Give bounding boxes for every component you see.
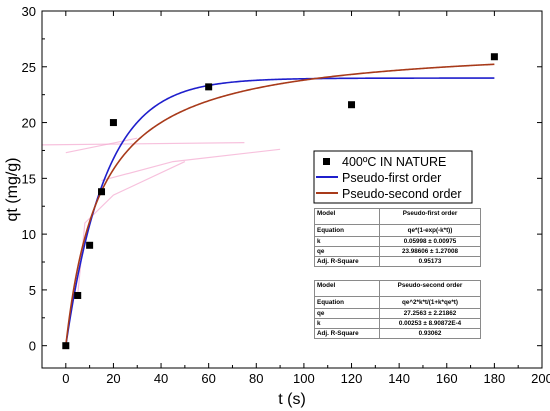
pink-stroke [65,137,138,154]
x-tick-label: 20 [106,371,120,386]
y-tick-label: 5 [29,283,36,298]
data-point [205,83,213,91]
table-cell: Adj. R-Square [314,328,380,339]
table-cell: k [314,236,380,247]
table-cell: qe [314,308,380,319]
axis-tick-labels: 0 20 40 60 80 100 120 140 160 180 200 0 5 10 15 20 25 30 [22,4,550,386]
pink-stroke [41,142,245,146]
legend-label-scatter: 400ºC IN NATURE [342,155,446,169]
table-cell: 23.98606 ± 1.27008 [379,246,481,257]
table-cell: 0.93062 [379,328,481,339]
data-point [86,241,94,249]
x-tick-label: 200 [531,371,550,386]
data-point [348,101,356,109]
x-tick-label: 160 [436,371,458,386]
x-tick-label: 140 [388,371,410,386]
table-cell: qe^2*k*t/(1+k*qe*t) [379,296,481,309]
fit-curves [65,63,495,346]
table-cell: 0.05998 ± 0.00975 [379,236,481,247]
y-tick-label: 30 [22,4,36,19]
fit-table-first-order: Model Pseudo-first order Equation qe*(1-ex… [314,208,481,267]
x-axis-title: t (s) [278,391,306,408]
y-tick-label: 0 [29,339,36,354]
x-tick-label: 40 [154,371,168,386]
x-tick-label: 80 [249,371,263,386]
legend-marker-scatter [323,158,330,165]
data-points [62,53,498,350]
legend: 400ºC IN NATURE Pseudo-first order Pseud… [313,150,473,204]
pink-stroke [77,161,186,295]
y-tick-label: 20 [22,116,36,131]
data-point [74,291,82,299]
legend-label-second-order: Pseudo-second order [342,187,462,201]
data-point [109,119,117,127]
fit-table-second-order: Model Pseudo-second order Equation qe^2*k*… [314,280,481,339]
data-point [62,342,70,350]
table-cell: Pseudo-first order [379,208,481,225]
table-cell: Pseudo-second order [379,280,481,297]
table-cell: Model [314,208,380,225]
y-tick-label: 10 [22,227,36,242]
plot-frame [41,10,543,369]
first-order-curve [65,77,495,346]
x-tick-label: 120 [341,371,363,386]
table-cell: Equation [314,224,380,237]
legend-box [313,150,473,204]
x-tick-label: 60 [201,371,215,386]
table-cell: Adj. R-Square [314,256,380,267]
table-cell: Equation [314,296,380,309]
x-tick-label: 0 [62,371,69,386]
table-cell: qe*(1-exp(-k*t)) [379,224,481,237]
data-point [98,188,106,196]
axis-ticks [42,10,543,368]
pink-stroke [101,148,281,182]
legend-label-first-order: Pseudo-first order [342,171,441,185]
data-point [490,53,498,61]
table-cell: qe [314,246,380,257]
table-cell: 0.00253 ± 8.90872E-4 [379,318,481,329]
table-cell: Model [314,280,380,297]
table-cell: k [314,318,380,329]
y-tick-label: 15 [22,171,36,186]
x-tick-label: 180 [484,371,506,386]
y-axis-title: qt (mg/g) [4,157,21,221]
y-tick-label: 25 [22,60,36,75]
second-order-curve [65,63,495,346]
x-tick-label: 100 [293,371,315,386]
table-cell: 27.2563 ± 2.21862 [379,308,481,319]
table-cell: 0.95173 [379,256,481,267]
